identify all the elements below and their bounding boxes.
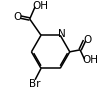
Text: OH: OH (33, 1, 49, 11)
Text: Br: Br (29, 79, 40, 89)
Text: N: N (58, 29, 66, 39)
Text: OH: OH (82, 55, 98, 65)
Text: O: O (84, 35, 92, 45)
Text: O: O (13, 12, 21, 22)
